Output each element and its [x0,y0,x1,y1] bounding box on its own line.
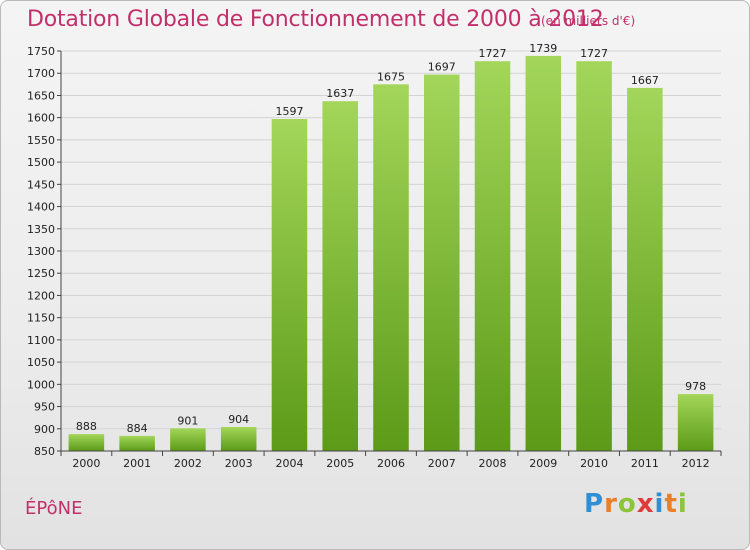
y-tick-label: 1650 [27,89,55,102]
bar-2005 [322,101,358,451]
bar-value-label: 884 [127,422,148,435]
bars: 888 884 901 904 1597 1637 1675 1697 1727 1739 1727… [68,42,714,452]
bar-value-label: 888 [76,420,97,433]
bar-2011 [627,87,663,451]
logo-letter: P [584,489,605,519]
y-tick-label: 1500 [27,156,55,169]
x-tick-label: 2007 [428,457,456,470]
bar-value-label: 1727 [479,47,507,60]
y-tick-label: 1400 [27,201,55,214]
logo-letter: r [604,489,618,519]
x-tick-label: 2009 [529,457,557,470]
x-tick-label: 2004 [275,457,303,470]
bar-2006 [373,84,409,451]
y-tick-label: 1750 [27,45,55,58]
y-tick-label: 1100 [27,334,55,347]
y-tick-label: 950 [34,401,55,414]
bar-2001 [119,435,155,451]
proxiti-logo[interactable]: Proxiti [584,489,688,519]
axes: 850 900 950 1000 1050 1100 1150 1200 1250 1300 135… [27,45,722,470]
place-name: ÉPôNE [25,498,83,519]
logo-letter: i [654,489,665,519]
y-tick-label: 850 [34,445,55,458]
bar-2004 [271,119,308,451]
y-tick-label: 1450 [27,178,55,191]
y-tick-label: 1150 [27,312,55,325]
logo-letter: i [677,489,688,519]
x-tick-label: 2006 [377,457,405,470]
bar-value-label: 1637 [326,87,354,100]
bar-2010 [576,61,612,451]
bar-value-label: 904 [228,413,249,426]
x-tick-label: 2012 [682,457,710,470]
logo-letter: x [636,489,655,519]
bar-2003 [220,427,257,451]
x-tick-label: 2002 [174,457,202,470]
y-tick-label: 900 [34,423,55,436]
bar-2002 [170,428,206,451]
bar-2000 [68,434,105,451]
bar-value-label: 978 [685,380,706,393]
x-tick-label: 2011 [631,457,659,470]
x-tick-label: 2008 [479,457,507,470]
bar-value-label: 1697 [428,61,456,74]
bar-2008 [474,61,511,451]
y-tick-label: 1050 [27,356,55,369]
chart-title: Dotation Globale de Fonctionnement de 20… [27,7,604,32]
bar-2009 [525,55,562,452]
y-tick-label: 1300 [27,245,55,258]
bar-value-label: 1667 [631,74,659,87]
x-tick-label: 2000 [72,457,100,470]
x-tick-label: 2010 [580,457,608,470]
bar-2007 [424,74,460,452]
bar-value-label: 1739 [529,42,557,55]
y-tick-label: 1000 [27,378,55,391]
y-tick-label: 1200 [27,289,55,302]
chart-subtitle: (en milliers d'€) [541,14,636,28]
y-tick-label: 1550 [27,134,55,147]
bar-value-label: 901 [177,414,198,427]
y-tick-label: 1600 [27,112,55,125]
x-tick-label: 2003 [225,457,253,470]
logo-letter: o [617,489,637,519]
y-tick-label: 1250 [27,267,55,280]
bar-value-label: 1597 [275,105,303,118]
x-tick-label: 2001 [123,457,151,470]
y-tick-label: 1700 [27,67,55,80]
bar-value-label: 1727 [580,47,608,60]
y-tick-label: 1350 [27,223,55,236]
x-tick-label: 2005 [326,457,354,470]
bar-value-label: 1675 [377,70,405,83]
bar-2012 [677,394,714,451]
logo-letter: t [664,489,678,519]
